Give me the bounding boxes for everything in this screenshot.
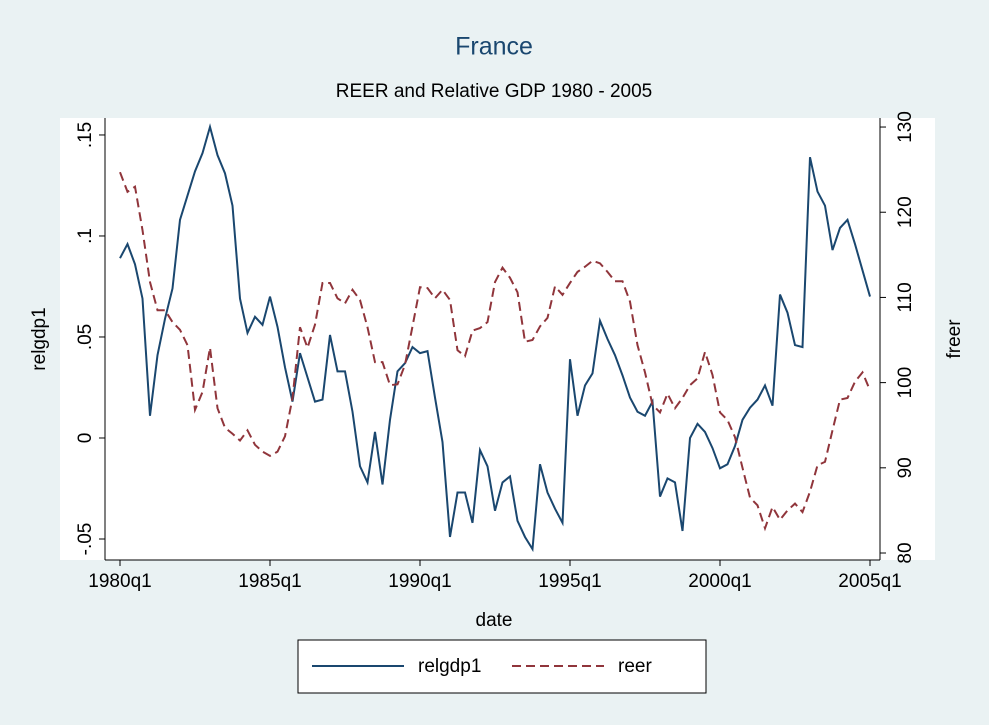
plot-region: [60, 118, 935, 560]
series-line: [119, 123, 871, 553]
x-tick-label: 1985q1: [238, 571, 301, 592]
x-tick-label: 1990q1: [388, 571, 451, 592]
x-tick-label: 2000q1: [688, 571, 751, 592]
y-tick-label: .15: [75, 122, 96, 148]
y2-tick-label: 110: [895, 282, 916, 312]
x-tick-label: 1980q1: [88, 571, 151, 592]
y-tick-label: .05: [75, 324, 96, 350]
y-tick-label: .1: [75, 228, 96, 244]
y-tick-label: -.05: [75, 523, 96, 556]
y2-tick-label: 100: [895, 367, 916, 399]
x-axis-title: date: [476, 610, 513, 631]
legend-label: relgdp1: [418, 656, 481, 677]
y2-tick-label: 130: [895, 111, 916, 143]
y-axis-title: relgdp1: [29, 307, 50, 370]
x-tick-label: 1995q1: [538, 571, 601, 592]
x-tick-label: 2005q1: [838, 571, 901, 592]
y2-tick-label: 90: [895, 457, 916, 478]
legend-label: reer: [618, 656, 652, 677]
y-tick-label: 0: [75, 433, 96, 444]
y2-tick-label: 120: [895, 196, 916, 228]
y2-tick-label: 80: [895, 542, 916, 563]
series-line: [119, 171, 871, 532]
chart-title: France: [455, 33, 533, 61]
chart-subtitle: REER and Relative GDP 1980 - 2005: [336, 81, 653, 102]
y2-axis-title: freer: [944, 319, 965, 359]
